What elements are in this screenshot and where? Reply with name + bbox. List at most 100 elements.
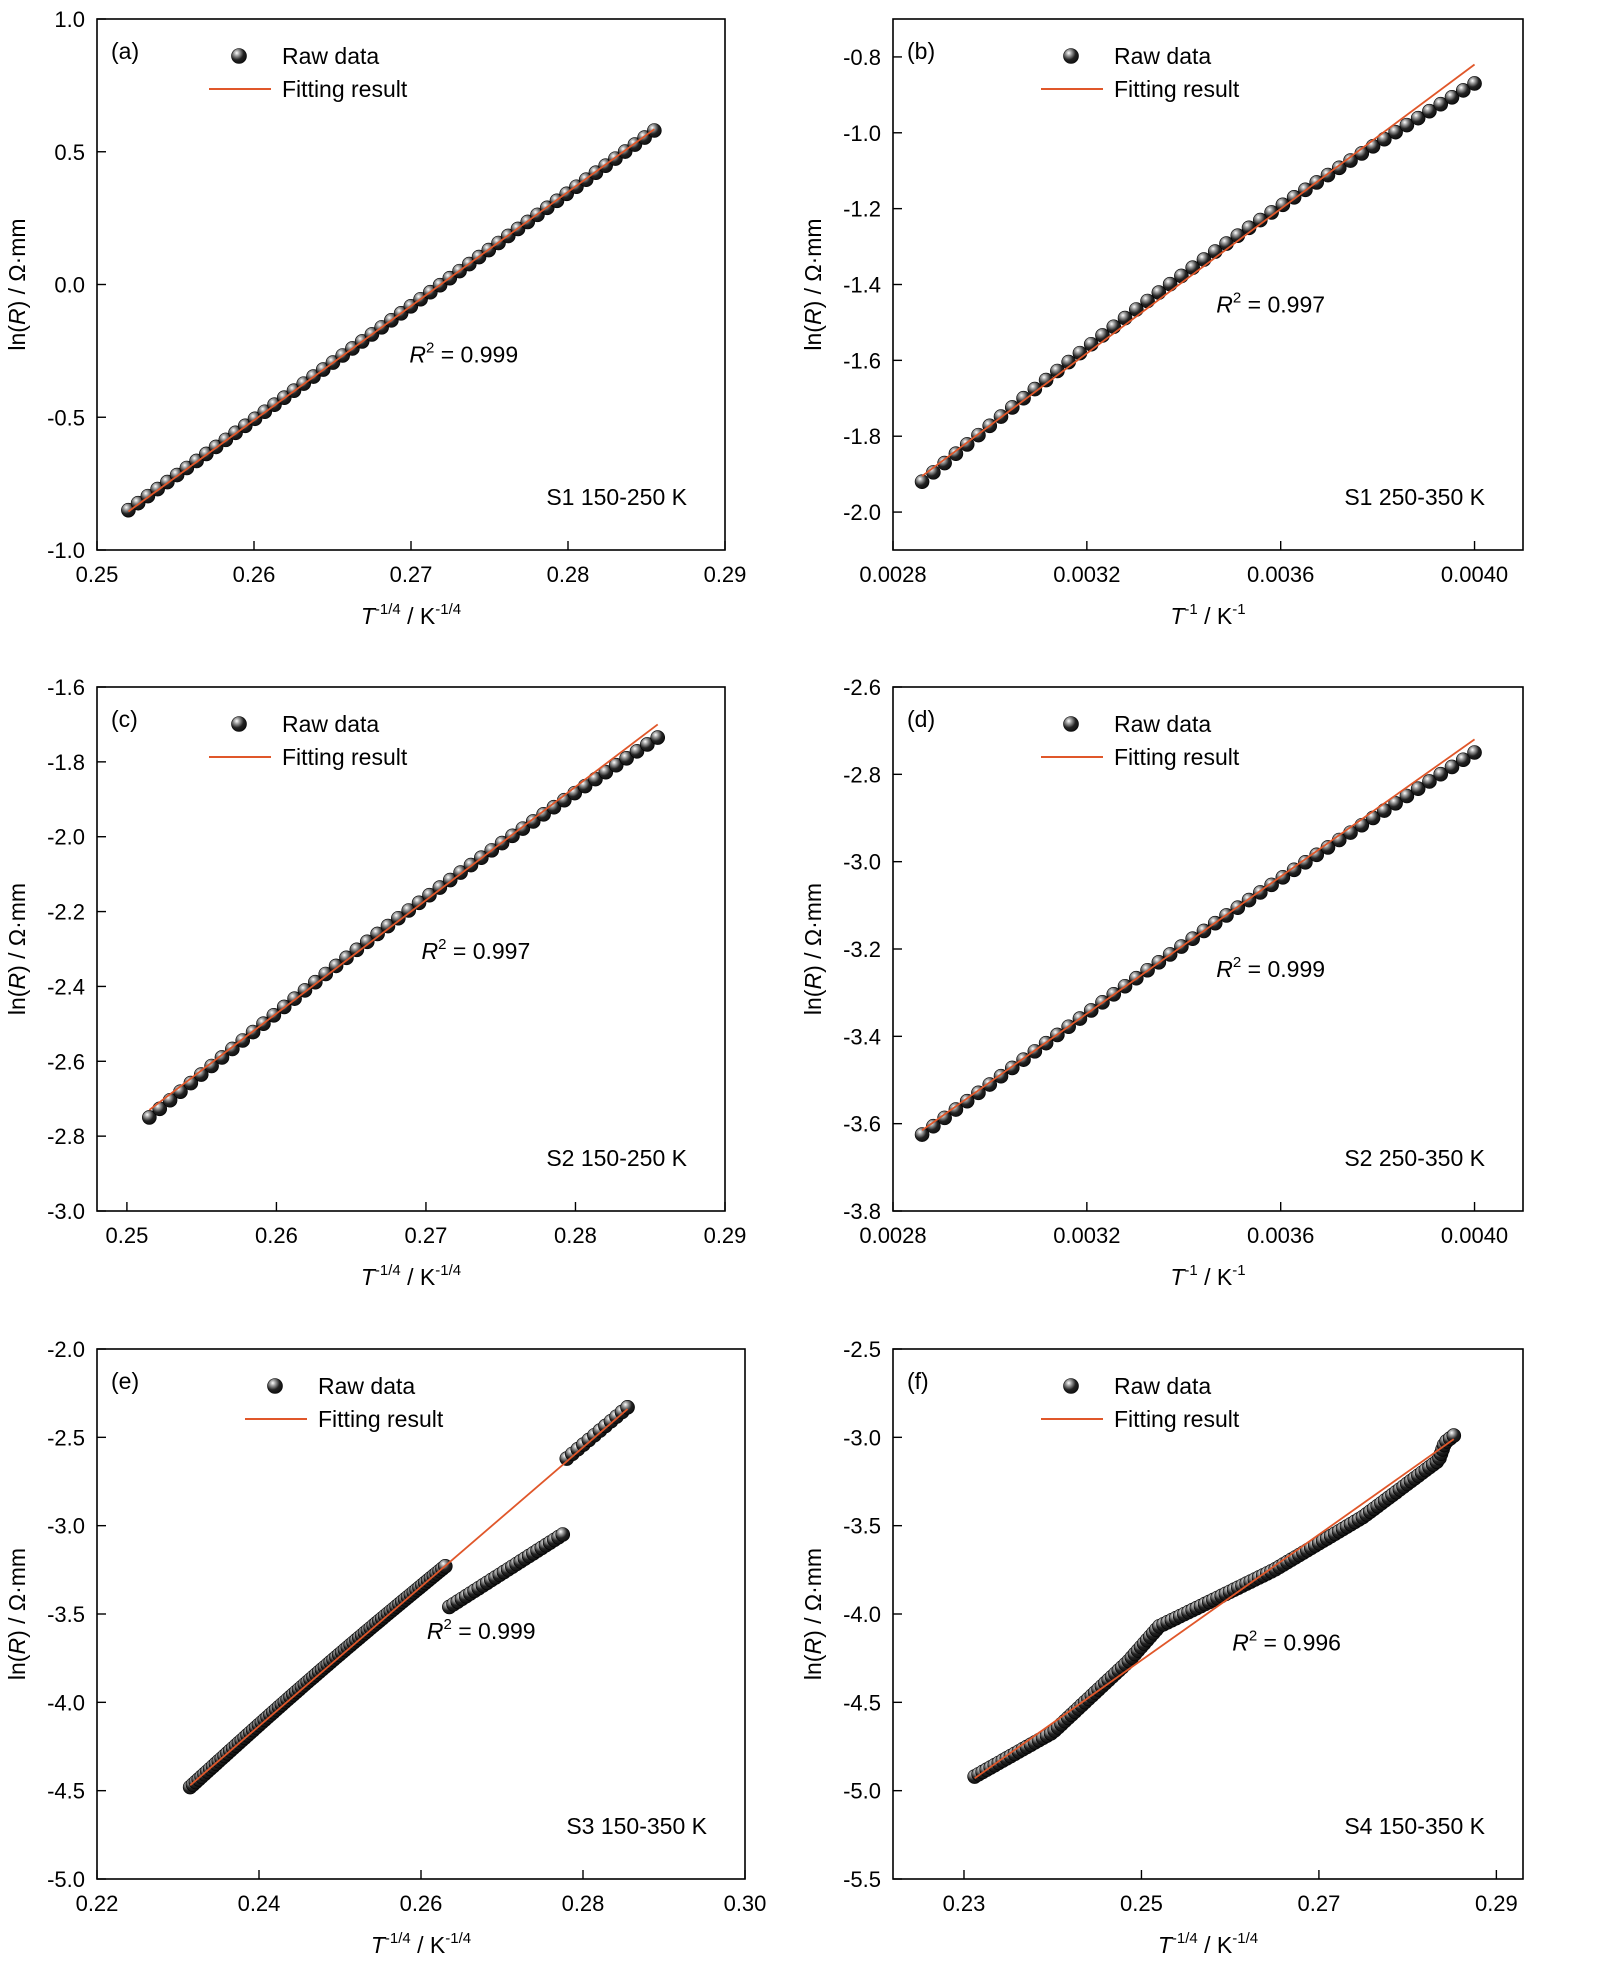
data-point xyxy=(1422,103,1437,119)
y-tick-label: -4.5 xyxy=(47,1779,85,1804)
legend-raw-label: Raw data xyxy=(1114,711,1211,737)
y-tick-label: -3.5 xyxy=(843,1514,881,1539)
y-tick-label: -3.0 xyxy=(843,850,881,875)
r2-label: R2 = 0.997 xyxy=(1216,289,1325,317)
data-point xyxy=(318,966,334,982)
y-tick-label: -1.6 xyxy=(843,348,881,373)
x-tick-label: 0.24 xyxy=(238,1891,281,1916)
r2-label: R2 = 0.996 xyxy=(1232,1628,1341,1656)
legend-fit-label: Fitting result xyxy=(1114,76,1240,102)
y-tick-label: -4.0 xyxy=(843,1602,881,1627)
data-point xyxy=(914,1127,930,1142)
chart-panel-3: 0.25 0.26 0.27 0.28 0.29 -3.0 -2.8 -2.6 -2.4 -2.2… xyxy=(4,675,746,1290)
legend-raw-marker xyxy=(231,716,247,732)
panel-annotation: S1 150-250 K xyxy=(546,484,687,510)
data-point xyxy=(1422,774,1437,789)
x-tick-label: 0.25 xyxy=(76,562,119,587)
data-point xyxy=(937,455,952,471)
panel-label: (e) xyxy=(111,1368,139,1394)
r2-label: R2 = 0.999 xyxy=(1216,954,1325,982)
y-tick-label: -2.0 xyxy=(843,500,881,525)
data-point xyxy=(619,750,634,766)
chart-panel-4: 0.0028 0.0032 0.0036 0.0040 -3.8 -3.6 -3.4 -3.2… xyxy=(800,675,1524,1290)
r2-label: R2 = 0.997 xyxy=(422,936,531,964)
y-tick-label: -4.0 xyxy=(47,1690,85,1715)
y-tick-label: -3.2 xyxy=(843,937,881,962)
y-tick-label: 0.5 xyxy=(54,140,85,165)
x-tick-label: 0.26 xyxy=(255,1223,298,1248)
legend-fit-label: Fitting result xyxy=(1114,744,1240,770)
y-tick-label: -5.0 xyxy=(843,1779,881,1804)
data-point xyxy=(359,934,375,950)
data-point xyxy=(193,1067,209,1082)
data-point xyxy=(650,730,666,745)
panel-annotation: S4 150-350 K xyxy=(1344,1813,1485,1839)
legend-raw-marker xyxy=(267,1378,283,1394)
data-point xyxy=(1467,76,1482,91)
x-tick-label: 0.25 xyxy=(1120,1891,1163,1916)
y-tick-label: -2.6 xyxy=(843,675,881,700)
y-tick-label: 1.0 xyxy=(54,7,85,32)
x-axis-label: T-1/4 / K-1/4 xyxy=(371,1930,471,1958)
y-tick-label: -3.8 xyxy=(843,1199,881,1224)
panel-annotation: S2 250-350 K xyxy=(1344,1145,1485,1171)
x-tick-label: 0.29 xyxy=(704,1223,747,1248)
data-point xyxy=(1027,381,1043,397)
chart-panel-2: 0.0028 0.0032 0.0036 0.0040 -2.0 -1.8 -1.6 -1.4… xyxy=(800,18,1524,629)
fit-line xyxy=(127,128,655,513)
data-point xyxy=(546,799,562,815)
x-tick-label: 0.25 xyxy=(105,1223,148,1248)
y-tick-label: 0.0 xyxy=(54,273,85,298)
x-tick-label: 0.0028 xyxy=(859,1223,926,1248)
x-axis-label: T-1/4 / K-1/4 xyxy=(361,1262,461,1290)
y-tick-label: -2.5 xyxy=(843,1337,881,1362)
data-point xyxy=(401,903,417,918)
data-point xyxy=(948,1102,964,1117)
data-point xyxy=(1128,302,1144,317)
panel-label: (c) xyxy=(111,706,138,732)
x-tick-label: 0.29 xyxy=(704,562,747,587)
y-tick-label: -3.5 xyxy=(47,1602,85,1627)
y-tick-label: -5.5 xyxy=(843,1867,881,1892)
y-tick-label: -3.0 xyxy=(47,1199,85,1224)
x-tick-label: 0.27 xyxy=(1298,1891,1341,1916)
data-point xyxy=(914,474,930,490)
data-point xyxy=(620,1400,635,1415)
data-point xyxy=(1455,83,1471,98)
x-axis-label: T-1/4 / K-1/4 xyxy=(1158,1930,1258,1958)
data-point xyxy=(1446,1428,1462,1443)
y-tick-label: -2.5 xyxy=(47,1425,85,1450)
legend-raw-label: Raw data xyxy=(318,1373,415,1399)
data-point xyxy=(1253,212,1268,228)
data-point xyxy=(1433,766,1449,782)
x-axis-label: T-1/4 / K-1/4 xyxy=(361,601,461,629)
data-point xyxy=(1444,759,1460,775)
data-point xyxy=(1399,788,1415,804)
fit-line xyxy=(921,738,1476,1131)
x-axis-label: T-1 / K-1 xyxy=(1170,1262,1245,1290)
legend-fit-label: Fitting result xyxy=(282,76,408,102)
legend-raw-label: Raw data xyxy=(282,711,379,737)
chart-panel-5: 0.22 0.24 0.26 0.28 0.30 -5.0 -4.5 -4.0 -3.5 -3.0… xyxy=(4,1337,766,1958)
y-tick-label: -2.0 xyxy=(47,825,85,850)
x-tick-label: 0.0040 xyxy=(1441,1223,1508,1248)
x-tick-label: 0.27 xyxy=(405,1223,448,1248)
data-point xyxy=(536,807,551,822)
x-tick-label: 0.0032 xyxy=(1053,1223,1120,1248)
y-axis-label: ln(R) / Ω·mm xyxy=(4,218,30,350)
data-point xyxy=(598,764,614,780)
x-tick-label: 0.0040 xyxy=(1441,562,1508,587)
data-point xyxy=(142,1110,157,1125)
data-point xyxy=(1298,855,1313,870)
data-point xyxy=(204,1058,219,1074)
data-point xyxy=(391,910,406,926)
data-point xyxy=(1106,319,1122,335)
x-tick-label: 0.0032 xyxy=(1053,562,1120,587)
data-point xyxy=(971,1085,986,1101)
y-tick-label: -5.0 xyxy=(47,1867,85,1892)
y-tick-label: -3.0 xyxy=(47,1514,85,1539)
data-point xyxy=(1399,117,1415,133)
data-point xyxy=(1331,160,1347,176)
y-tick-label: -2.2 xyxy=(47,900,85,925)
y-tick-label: -2.8 xyxy=(47,1124,85,1149)
